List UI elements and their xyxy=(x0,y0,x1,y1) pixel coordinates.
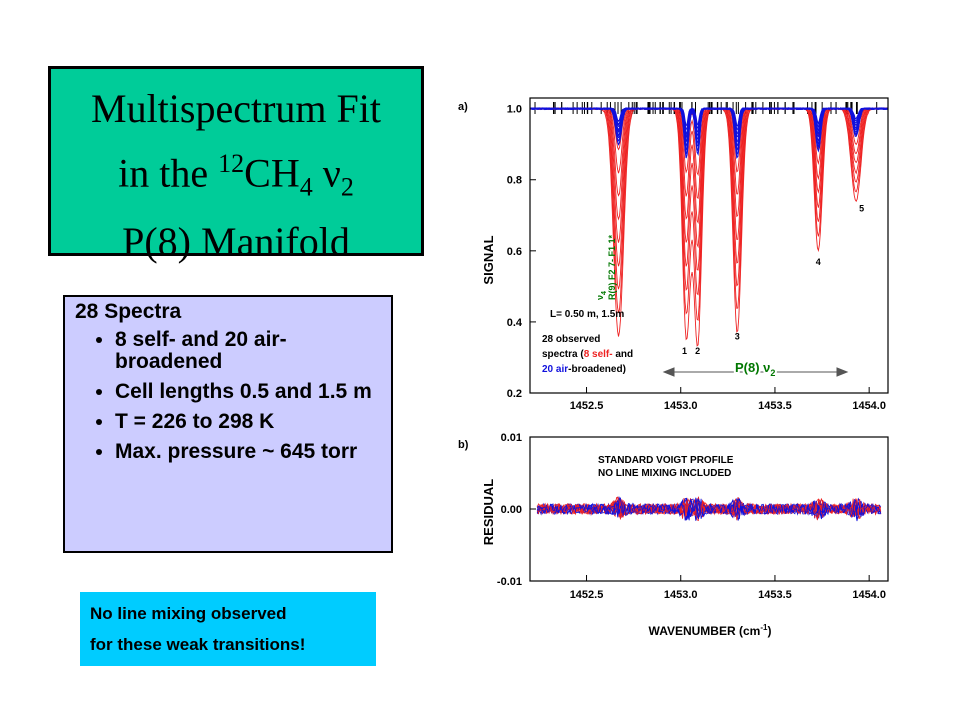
line-number-label: 2 xyxy=(695,346,700,356)
observed-label-1: 28 observed xyxy=(542,334,600,345)
x-tick-label-a: 1453.0 xyxy=(664,400,698,412)
x-tick-label-b: 1453.5 xyxy=(758,589,792,601)
svg-text:ν4: ν4 xyxy=(595,291,608,300)
line-number-label: 4 xyxy=(816,257,821,267)
info-heading: 28 Spectra xyxy=(75,300,182,323)
observed-label-2: spectra (8 self- and xyxy=(542,349,633,360)
panel-b-ylabel: RESIDUAL xyxy=(481,479,496,546)
info-bullet: Max. pressure ~ 645 torr xyxy=(115,441,381,463)
line-number-label: 5 xyxy=(859,204,864,214)
info-bullet: 8 self- and 20 air-broadened xyxy=(115,329,381,373)
y-tick-label-a: 0.2 xyxy=(507,388,522,400)
x-tick-label-b: 1454.0 xyxy=(852,589,886,601)
panel-b-frame xyxy=(529,436,889,582)
assignment-label: ν4 R(9) F2 7- F1 1* xyxy=(595,234,617,300)
panel-a-frame xyxy=(529,97,889,394)
panel-b-label: b) xyxy=(458,439,469,451)
x-tick-label-a: 1452.5 xyxy=(570,400,604,412)
self-broadened-spectrum xyxy=(530,107,889,152)
self-broadened-spectrum xyxy=(529,107,889,200)
self-broadened-spectrum xyxy=(529,107,889,225)
line-number-labels: 1 2 3 4 5 xyxy=(682,204,864,356)
note-line-1: No line mixing observed xyxy=(90,604,287,623)
residual-trace xyxy=(536,497,882,521)
air-broadened-spectrum xyxy=(529,107,889,156)
note-line-2: for these weak transitions! xyxy=(90,635,306,654)
residual-trace xyxy=(536,497,882,520)
info-bullet: T = 226 to 298 K xyxy=(115,411,381,433)
y-tick-label-a: 1.0 xyxy=(507,104,522,116)
cell-length-label: L= 0.50 m, 1.5m xyxy=(550,309,624,320)
spectra-info-box: 28 Spectra 8 self- and 20 air-broadened … xyxy=(63,295,393,553)
y-tick-label-b: 0.00 xyxy=(501,504,522,516)
panel-b-residuals xyxy=(536,496,882,522)
band-range-arrow xyxy=(662,367,849,377)
info-list: 8 self- and 20 air-broadened Cell length… xyxy=(75,329,381,463)
x-tick-label-b: 1453.0 xyxy=(664,589,698,601)
self-broadened-spectrum xyxy=(530,107,889,177)
conclusion-note: No line mixing observed for these weak t… xyxy=(80,592,376,666)
residual-annotation-2: NO LINE MIXING INCLUDED xyxy=(598,468,731,479)
line-number-label: 1 xyxy=(682,346,687,356)
x-tick-label-a: 1453.5 xyxy=(758,400,792,412)
air-broadened-spectrum xyxy=(529,107,889,152)
x-tick-label-b: 1452.5 xyxy=(570,589,604,601)
y-tick-label-b: -0.01 xyxy=(497,576,522,588)
line-number-label: 3 xyxy=(735,332,740,342)
y-tick-label-a: 0.4 xyxy=(507,317,523,329)
self-broadened-spectrum xyxy=(529,107,889,296)
air-broadened-spectrum xyxy=(529,107,889,159)
title-line-3: P(8) Manifold xyxy=(122,219,350,265)
panel-b-ticks: 1452.5 1453.0 1453.5 1454.0 0.01 0.00 -0.01 xyxy=(497,432,886,601)
observed-label-3: 20 air-broadened) xyxy=(542,364,626,375)
band-label: P(8) ν2 xyxy=(735,360,775,378)
title-line-2: in the 12CH4 ν2 xyxy=(118,149,354,202)
x-axis-label: WAVENUMBER (cm-1) xyxy=(649,623,772,638)
self-broadened-spectrum xyxy=(529,107,889,321)
residual-trace xyxy=(536,497,882,520)
info-bullet: Cell lengths 0.5 and 1.5 m xyxy=(115,381,381,403)
spectra-figure: a) SIGNAL 1452.5 1453.0 1453.5 1454.0 1.0 0.8… xyxy=(458,97,889,638)
svg-text:R(9) F2 7- F1 1*: R(9) F2 7- F1 1* xyxy=(607,234,617,300)
panel-a-label: a) xyxy=(458,101,468,113)
residual-annotation-1: STANDARD VOIGT PROFILE xyxy=(598,455,734,466)
title-line-1: Multispectrum Fit xyxy=(91,86,381,131)
self-broadened-spectrum xyxy=(529,107,889,271)
slide-title: Multispectrum Fit in the 12CH4 ν2 P(8) M… xyxy=(48,66,424,264)
panel-a-ylabel: SIGNAL xyxy=(481,235,496,284)
x-tick-label-a: 1454.0 xyxy=(852,400,886,412)
panel-a-ticks: 1452.5 1453.0 1453.5 1454.0 1.0 0.8 0.6 0.4 0.2 xyxy=(507,104,886,412)
panel-a-spectra xyxy=(529,107,889,347)
y-tick-label-b: 0.01 xyxy=(501,432,522,444)
self-broadened-spectrum xyxy=(529,107,889,249)
y-tick-label-a: 0.8 xyxy=(507,175,522,187)
y-tick-label-a: 0.6 xyxy=(507,246,522,258)
